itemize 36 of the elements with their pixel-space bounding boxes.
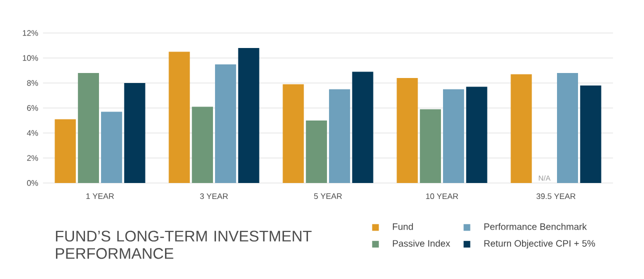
bar <box>101 112 122 183</box>
y-tick-label: 2% <box>27 155 38 161</box>
bar <box>510 74 532 183</box>
bar <box>557 72 578 183</box>
bar <box>124 82 146 183</box>
bar <box>54 119 76 183</box>
y-tick-label: 4% <box>26 130 38 136</box>
bar <box>420 109 441 183</box>
y-tick-label: 10% <box>22 55 38 61</box>
bar <box>306 120 327 183</box>
x-tick-label: 1 YEAR <box>86 193 114 199</box>
text: FUND’S LONG-TERM INVESTMENT PERFORMANCE <box>56 230 312 259</box>
legend-label: Fund <box>392 223 413 230</box>
y-tick-label: 8% <box>27 80 38 86</box>
y-tick-label: 6% <box>27 105 38 111</box>
bar <box>580 85 602 183</box>
bar <box>329 89 350 183</box>
bar <box>238 48 260 183</box>
bar <box>215 64 236 183</box>
x-tick-label: 5 YEAR <box>314 193 342 199</box>
bar <box>352 72 374 183</box>
legend-label: Return Objective CPI + 5% <box>484 240 596 249</box>
y-tick-label: 0% <box>27 180 38 186</box>
x-tick-label: 10 YEAR <box>426 193 458 200</box>
bar <box>282 84 304 183</box>
x-tick-label: 3 YEAR <box>200 193 228 200</box>
bar <box>168 52 190 183</box>
x-tick-label: 39.5 YEAR <box>536 193 576 200</box>
bar <box>466 86 488 183</box>
bar <box>78 72 99 183</box>
bar <box>396 78 418 183</box>
y-tick-label: 12% <box>22 30 38 36</box>
legend-label: Performance Benchmark <box>484 223 587 230</box>
bar <box>192 106 213 183</box>
legend-label: Passive Index <box>392 240 450 247</box>
bar <box>443 89 464 183</box>
